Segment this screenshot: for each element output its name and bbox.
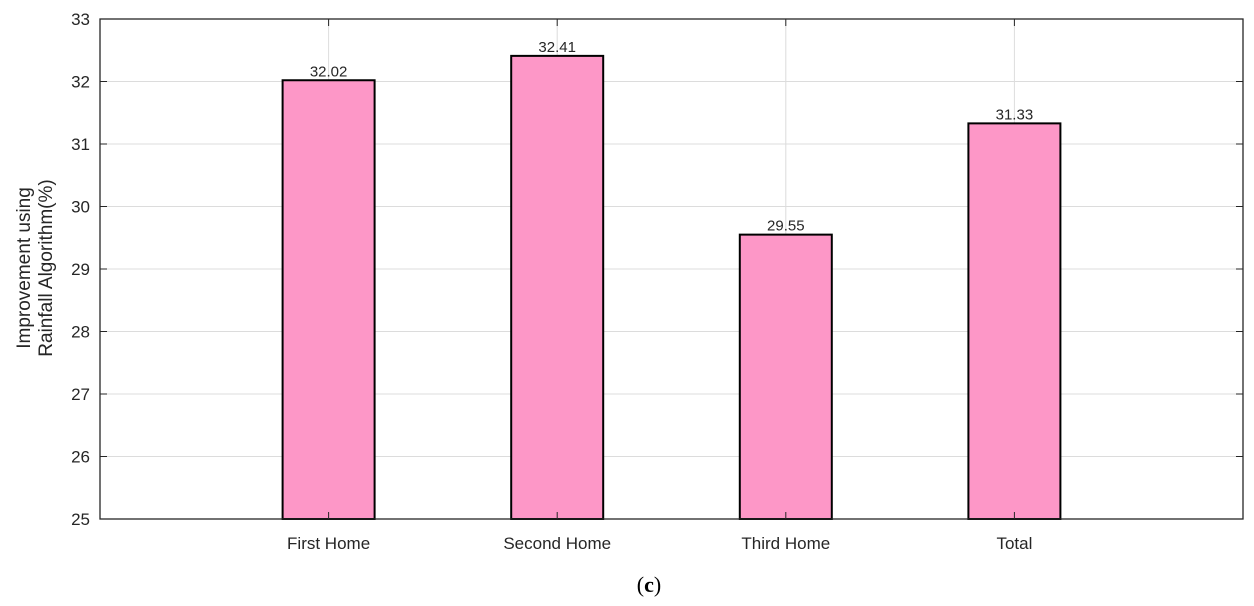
y-tick-label: 33	[71, 10, 90, 29]
caption-close: )	[654, 572, 661, 597]
y-tick-label: 32	[71, 73, 90, 92]
bar-total	[967, 122, 1062, 520]
caption-letter: c	[644, 572, 654, 597]
bar-value-label: 29.55	[767, 218, 805, 235]
y-tick-label: 31	[71, 135, 90, 154]
y-tick-label: 25	[71, 510, 90, 529]
y-tick-label: 26	[71, 448, 90, 467]
y-axis-title-line-1: Improvement using	[14, 187, 35, 349]
bar-second-home	[510, 54, 605, 520]
bar-value-label: 32.41	[538, 39, 576, 56]
axes	[99, 18, 1244, 520]
figure-caption: (c)	[637, 572, 661, 597]
bars	[281, 54, 1062, 520]
x-tick-label: Third Home	[741, 534, 830, 553]
y-tick-label: 29	[71, 260, 90, 279]
x-tick-label: Total	[996, 534, 1032, 553]
y-axis-title-line-2: Rainfall Algorithm(%)	[36, 179, 57, 356]
bar-value-label: 32.02	[310, 63, 348, 80]
bar-third-home	[738, 233, 833, 520]
bar-value-label: 31.33	[996, 106, 1034, 123]
x-tick-label: First Home	[287, 534, 370, 553]
caption-open: (	[637, 572, 644, 597]
y-tick-label: 30	[71, 198, 90, 217]
axes-box	[99, 18, 1244, 520]
y-tick-label: 28	[71, 323, 90, 342]
y-tick-label: 27	[71, 385, 90, 404]
x-tick-label: Second Home	[503, 534, 611, 553]
labels: 25 26 27 28 29 30 31 32 33 32.02 First Home 32.41 Se…	[71, 10, 1033, 553]
grid-lines	[100, 18, 1243, 520]
bar-first-home	[281, 79, 376, 520]
